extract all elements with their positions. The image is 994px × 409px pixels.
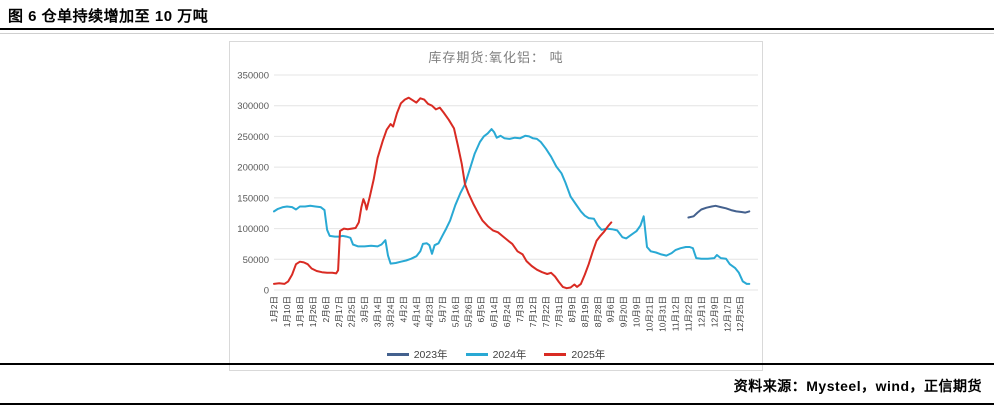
footer-divider-top (0, 363, 994, 365)
x-tick-label: 4月2日 (399, 296, 409, 322)
x-tick-label: 5月16日 (450, 296, 460, 327)
chart-legend: 2023年 2024年 2025年 (230, 346, 762, 362)
legend-label: 2025年 (571, 348, 606, 361)
x-tick-label: 2月25日 (347, 296, 357, 327)
y-tick-label: 350000 (237, 71, 269, 82)
x-tick-label: 12月17日 (722, 296, 732, 332)
legend-label: 2023年 (413, 348, 448, 361)
series-line-2024年 (273, 128, 751, 285)
y-tick-label: 0 (264, 286, 269, 297)
y-tick-label: 100000 (237, 224, 269, 235)
y-tick-label: 50000 (243, 255, 269, 266)
y-tick-label: 300000 (237, 101, 269, 112)
x-tick-label: 1月10日 (282, 296, 292, 327)
x-tick-label: 7月12日 (528, 296, 538, 327)
legend-item-2025年: 2025年 (544, 347, 605, 362)
x-tick-label: 7月22日 (541, 296, 551, 327)
x-tick-label: 2月6日 (321, 296, 331, 322)
x-tick-label: 5月26日 (463, 296, 473, 327)
x-tick-label: 5月7日 (437, 296, 447, 322)
x-tick-label: 6月24日 (502, 296, 512, 327)
x-tick-label: 1月18日 (295, 296, 305, 327)
y-tick-label: 200000 (237, 163, 269, 174)
x-tick-label: 4月14日 (411, 296, 421, 327)
x-tick-label: 10月9日 (632, 296, 642, 327)
x-tick-label: 11月22日 (683, 296, 693, 331)
x-tick-label: 8月28日 (593, 296, 603, 327)
figure-title: 图 6 仓单持续增加至 10 万吨 (8, 8, 209, 25)
title-divider-thin (0, 33, 994, 34)
chart-title: 库存期货:氧化铝： 吨 (428, 50, 564, 65)
x-tick-label: 1月26日 (308, 296, 318, 327)
x-tick-label: 1月2日 (269, 296, 279, 322)
x-tick-label: 9月6日 (606, 296, 616, 322)
source-note: 资料来源：Mysteel，wind，正信期货 (733, 378, 982, 394)
legend-swatch (386, 352, 409, 356)
x-tick-label: 6月14日 (489, 296, 499, 327)
x-tick-label: 3月14日 (373, 296, 383, 327)
y-tick-label: 150000 (237, 193, 269, 204)
x-tick-label: 12月1日 (696, 296, 706, 327)
x-tick-label: 9月20日 (619, 296, 629, 327)
y-tick-label: 250000 (237, 132, 269, 143)
x-tick-label: 10月31日 (658, 296, 668, 332)
legend-swatch (544, 352, 567, 356)
x-tick-label: 11月12日 (670, 296, 680, 331)
series-line-2025年 (273, 96, 613, 290)
x-tick-label: 8月9日 (567, 296, 577, 322)
legend-item-2024年: 2024年 (465, 347, 527, 362)
x-tick-label: 8月19日 (580, 296, 590, 327)
y-axis-labels: 0 50000 100000 150000 200000 250000 300000 3500… (237, 71, 269, 297)
footer-divider-bottom (0, 403, 994, 405)
x-tick-label: 3月5日 (360, 296, 370, 322)
title-divider-thick (0, 28, 994, 30)
x-tick-label: 7月3日 (515, 296, 525, 322)
chart-area: 0 50000 100000 150000 200000 250000 300000 3500… (229, 41, 763, 371)
x-tick-label: 6月5日 (476, 296, 486, 322)
gridlines (274, 74, 758, 291)
x-axis-labels: 1月2日 1月10日 1月18日 1月26日 2月6日 2月17日 2月25日 3月5日 3月1… (269, 296, 745, 332)
x-tick-label: 12月25日 (735, 296, 745, 332)
line-plot: 0 50000 100000 150000 200000 250000 300000 3500… (237, 71, 758, 332)
series-line-2023年 (687, 204, 751, 219)
legend-swatch (465, 352, 488, 356)
x-tick-label: 12月9日 (709, 296, 719, 327)
legend-item-2023年: 2023年 (386, 347, 448, 362)
x-tick-label: 3月24日 (386, 296, 396, 327)
legend-label: 2024年 (492, 348, 527, 361)
x-tick-label: 4月23日 (424, 296, 434, 327)
x-tick-label: 2月17日 (334, 296, 344, 327)
x-tick-label: 7月31日 (554, 296, 564, 327)
x-tick-label: 10月21日 (645, 296, 655, 332)
